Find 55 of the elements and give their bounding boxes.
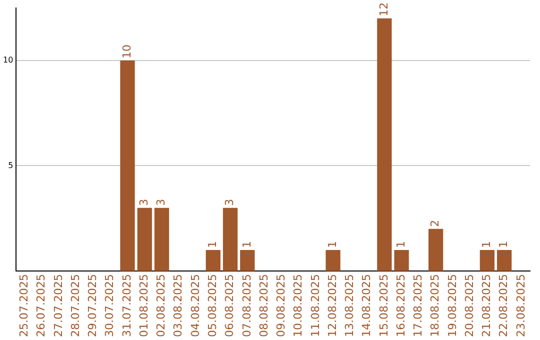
data-label: 1 <box>206 240 220 248</box>
data-label: 3 <box>137 198 150 206</box>
x-tick-label: 18.08.2025 <box>428 274 442 338</box>
x-tick-label: 27.07.2025 <box>52 274 65 338</box>
x-tick-label: 12.08.2025 <box>326 274 339 338</box>
x-tick-label: 26.07.2025 <box>34 274 48 338</box>
bar <box>377 18 392 272</box>
x-tick-label: 28.07.2025 <box>68 274 82 338</box>
x-tick-label: 07.08.2025 <box>240 274 254 338</box>
x-tick-label: 22.08.2025 <box>497 274 510 338</box>
data-label: 1 <box>480 240 494 248</box>
x-tick-label: 10.08.2025 <box>292 274 305 338</box>
data-label: 3 <box>154 198 168 206</box>
x-tick-label: 25.07.2025 <box>18 274 31 338</box>
data-label: 2 <box>428 220 442 227</box>
x-tick-label: 29.07.2025 <box>86 274 100 338</box>
x-tick-label: 14.08.2025 <box>360 274 374 338</box>
x-tick-label: 02.08.2025 <box>154 274 168 338</box>
data-label: 3 <box>223 198 236 206</box>
x-tick-label: 11.08.2025 <box>308 274 322 338</box>
y-tick-label: 5 <box>8 160 14 170</box>
x-tick-label: 23.08.2025 <box>514 274 528 338</box>
bar <box>480 250 495 272</box>
x-tick-label: 04.08.2025 <box>188 274 202 338</box>
data-label: 10 <box>120 44 134 58</box>
bar <box>222 208 238 272</box>
bar <box>206 250 220 272</box>
x-tick-label: 15.08.2025 <box>377 274 390 338</box>
x-tick-label: 01.08.2025 <box>137 274 150 338</box>
x-tick-label: 13.08.2025 <box>343 274 356 338</box>
x-tick-label: 17.08.2025 <box>412 274 425 338</box>
x-tick-label: 09.08.2025 <box>274 274 288 338</box>
data-label: 1 <box>326 240 339 248</box>
data-label: 1 <box>240 240 254 248</box>
data-label: 12 <box>377 2 390 16</box>
bar <box>240 250 255 272</box>
bar <box>120 60 135 272</box>
x-tick-label: 30.07.2025 <box>103 274 116 338</box>
data-label: 1 <box>394 240 408 248</box>
x-tick-label: 31.07.2025 <box>120 274 134 338</box>
bar <box>154 208 170 272</box>
x-tick-label: 08.08.2025 <box>257 274 270 338</box>
data-label: 1 <box>497 240 510 248</box>
x-tick-label: 03.08.2025 <box>172 274 185 338</box>
bar <box>326 250 340 272</box>
bar <box>496 250 512 272</box>
bar <box>137 208 152 272</box>
x-tick-label: 19.08.2025 <box>446 274 459 338</box>
bar <box>394 250 409 272</box>
x-tick-label: 16.08.2025 <box>394 274 408 338</box>
x-tick-label: 06.08.2025 <box>223 274 236 338</box>
bar <box>428 228 444 272</box>
x-tick-label: 20.08.2025 <box>462 274 476 338</box>
x-tick-label: 05.08.2025 <box>206 274 220 338</box>
x-tick-label: 21.08.2025 <box>480 274 494 338</box>
